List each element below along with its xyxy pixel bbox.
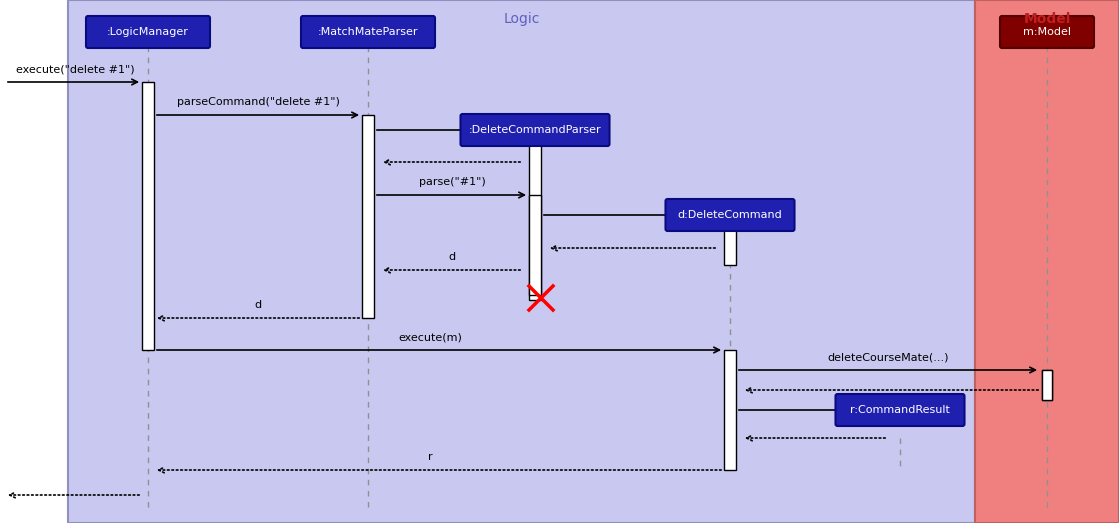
Text: m:Model: m:Model [1023, 27, 1071, 37]
Text: :LogicManager: :LogicManager [107, 27, 189, 37]
Text: r: r [427, 452, 432, 462]
FancyBboxPatch shape [836, 394, 965, 426]
FancyBboxPatch shape [86, 16, 210, 48]
Text: :MatchMateParser: :MatchMateParser [318, 27, 419, 37]
Bar [1042, 370, 1052, 400]
Bar [363, 115, 374, 318]
Text: execute("delete #1"): execute("delete #1") [16, 64, 134, 74]
Text: deleteCourseMate(...): deleteCourseMate(...) [827, 352, 949, 362]
Bar [529, 195, 540, 295]
Bar [68, 0, 975, 523]
Text: :DeleteCommandParser: :DeleteCommandParser [469, 125, 601, 135]
Bar [1042, 370, 1052, 400]
Bar [724, 350, 736, 470]
Bar [529, 144, 540, 300]
Text: d:DeleteCommand: d:DeleteCommand [678, 210, 782, 220]
Text: parseCommand("delete #1"): parseCommand("delete #1") [177, 97, 339, 107]
Text: execute(m): execute(m) [398, 332, 462, 342]
Text: Model: Model [1023, 12, 1071, 26]
FancyBboxPatch shape [301, 16, 435, 48]
Text: parse("#1"): parse("#1") [419, 177, 486, 187]
Bar [142, 82, 154, 350]
Bar [975, 0, 1119, 523]
FancyBboxPatch shape [1000, 16, 1094, 48]
Text: Logic: Logic [504, 12, 539, 26]
Text: r:CommandResult: r:CommandResult [850, 405, 950, 415]
Bar [724, 229, 736, 265]
Text: d: d [254, 300, 262, 310]
Text: d: d [449, 252, 455, 262]
FancyBboxPatch shape [666, 199, 794, 231]
FancyBboxPatch shape [461, 114, 610, 146]
